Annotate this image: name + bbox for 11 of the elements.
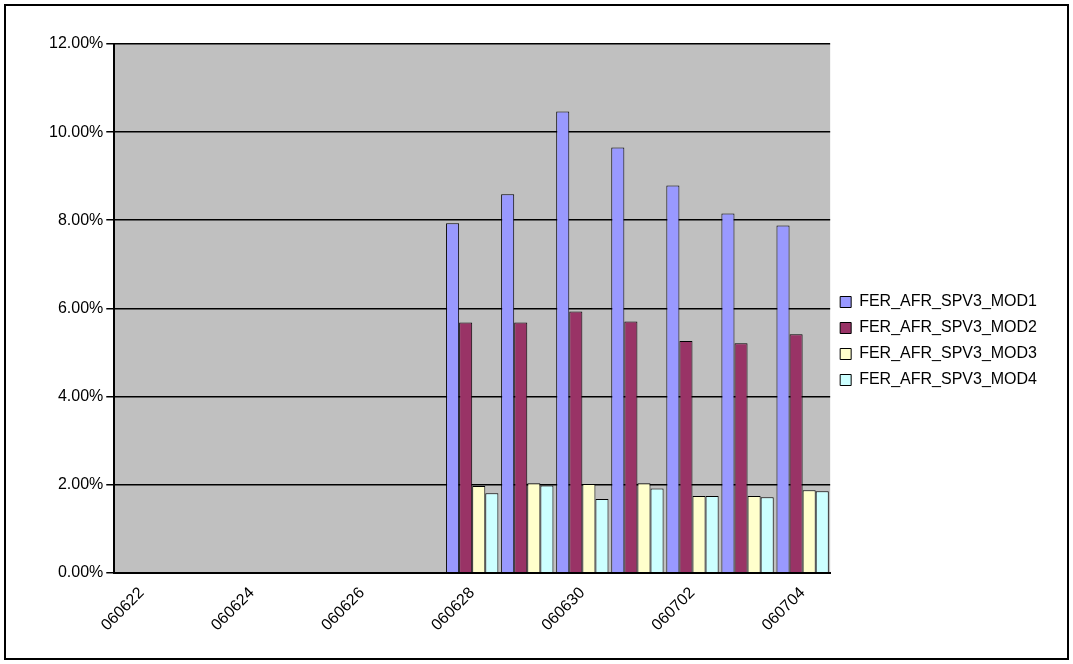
y-tick-label: 2.00% bbox=[57, 474, 104, 492]
legend-label: FER_AFR_SPV3_MOD3 bbox=[859, 344, 1038, 363]
y-tick-label: 0.00% bbox=[57, 563, 104, 581]
legend-label: FER_AFR_SPV3_MOD1 bbox=[859, 292, 1038, 311]
legend-label: FER_AFR_SPV3_MOD4 bbox=[859, 370, 1038, 389]
y-tick-label: 4.00% bbox=[57, 386, 104, 404]
y-tick-label: 6.00% bbox=[57, 298, 104, 316]
y-tick-label: 10.00% bbox=[49, 122, 104, 140]
y-tick-label: 8.00% bbox=[57, 210, 104, 228]
legend-label: FER_AFR_SPV3_MOD2 bbox=[859, 318, 1038, 337]
y-tick-label: 12.00% bbox=[49, 34, 104, 52]
